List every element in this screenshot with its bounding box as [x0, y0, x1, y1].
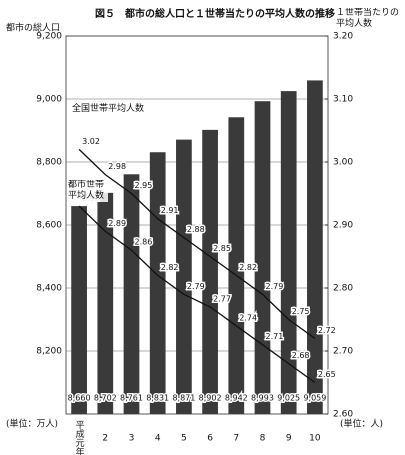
x-tick-label: 10 — [309, 434, 321, 444]
chart-title: 図５ 都市の総人口と１世帯当たりの平均人数の推移 — [95, 7, 335, 20]
y2-tick-label: 2.70 — [333, 347, 353, 357]
line — [78, 205, 316, 384]
bar — [123, 174, 140, 414]
y-tick-label: 9,000 — [36, 95, 62, 105]
y-tick-label: 8,800 — [36, 158, 62, 168]
x-tick-label: 平成元年 — [74, 420, 85, 455]
line — [78, 148, 316, 339]
point-label: 2.89 — [108, 219, 126, 228]
y-unit: (単位：万人) — [6, 418, 58, 430]
bar-value-label: 9,059 — [303, 394, 326, 403]
x-tick-label: 4 — [155, 434, 161, 444]
y2-axis-label-box: １世帯当たりの平均人数 — [336, 8, 400, 29]
bar — [176, 139, 192, 414]
point-label: 2.98 — [108, 162, 126, 171]
y2-tick-label: 3.00 — [333, 158, 353, 168]
y-tick-label: 8,400 — [36, 284, 62, 294]
y-tick-label: 9,200 — [36, 32, 62, 42]
bar — [202, 129, 218, 414]
y2-tick-label: 2.80 — [333, 284, 353, 294]
bar — [71, 206, 87, 414]
x-tick-label: 9 — [286, 434, 292, 444]
bar-value-label: 8,871 — [172, 394, 195, 403]
bar — [254, 101, 271, 414]
y-tick-label: 8,200 — [36, 347, 62, 357]
bar — [97, 192, 114, 414]
series-label-box: 都市世帯平均人数 — [68, 180, 108, 202]
bar-value-label: 9,025 — [277, 394, 300, 403]
point-label: 2.75 — [292, 307, 310, 316]
point-label: 3.02 — [82, 137, 100, 146]
point-label: 2.77 — [213, 294, 231, 303]
point-label: 2.82 — [239, 263, 257, 272]
point-label: 2.82 — [161, 263, 179, 272]
bar — [307, 80, 323, 414]
point-label: 2.95 — [135, 181, 153, 190]
y-tick-label: 8,600 — [36, 221, 62, 231]
x-tick-label: 7 — [233, 434, 239, 444]
bar — [149, 152, 166, 415]
point-label: 2.68 — [292, 351, 310, 360]
point-label: 2.86 — [135, 238, 153, 247]
y2-unit: (単位：人) — [340, 418, 383, 430]
bar-value-label: 8,761 — [120, 394, 143, 403]
y2-axis-label: １世帯当たりの平均人数 — [336, 8, 400, 29]
bar-value-label: 8,902 — [199, 394, 222, 403]
y-axis-label: 都市の総人口 — [6, 22, 60, 34]
y2-tick-label: 3.20 — [333, 32, 353, 42]
bar-value-label: 8,660 — [68, 394, 91, 403]
y2-tick-label: 3.10 — [333, 95, 353, 105]
series-label: 全国世帯平均人数 — [72, 104, 145, 115]
bar — [228, 117, 245, 415]
bar-value-label: 8,993 — [251, 394, 274, 403]
x-tick-label: 5 — [181, 434, 187, 444]
point-label: 2.72 — [318, 326, 336, 335]
bar-value-label: 8,702 — [94, 394, 117, 403]
x-tick-label: 3 — [129, 434, 135, 444]
bar-value-label: 8,831 — [146, 394, 169, 403]
x-tick-label: 6 — [207, 434, 213, 444]
x-tick-label: 8 — [260, 434, 266, 444]
point-label: 2.79 — [187, 282, 205, 291]
series-label: 都市世帯平均人数 — [68, 180, 108, 202]
plot-frame — [65, 35, 329, 415]
point-label: 2.79 — [266, 282, 284, 291]
point-label: 2.85 — [213, 244, 231, 253]
bar-value-label: 8,942 — [225, 394, 248, 403]
point-label: 2.65 — [318, 370, 336, 379]
point-label: 2.91 — [161, 206, 179, 215]
point-label: 2.74 — [239, 313, 257, 322]
bar — [280, 91, 297, 414]
point-label: 2.88 — [187, 225, 205, 234]
y2-tick-label: 2.60 — [333, 410, 353, 420]
series-label-box: 全国世帯平均人数 — [72, 104, 145, 115]
y2-tick-label: 2.90 — [333, 221, 353, 231]
point-label: 2.71 — [266, 332, 284, 341]
x-tick-label: 2 — [102, 434, 108, 444]
